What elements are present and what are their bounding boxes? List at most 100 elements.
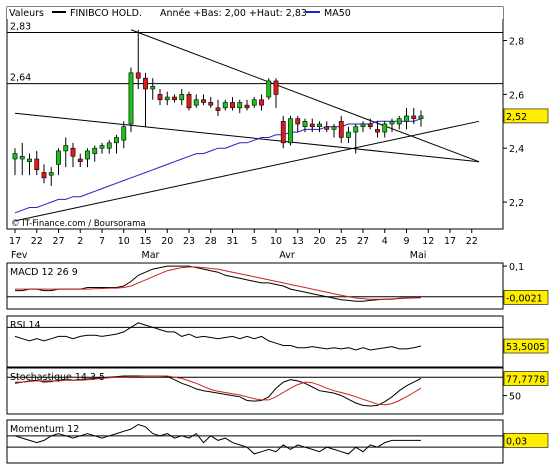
x-tick-label: 2	[77, 236, 83, 247]
candle-body	[389, 121, 395, 125]
candle-body	[27, 158, 32, 162]
candle-body	[172, 96, 177, 101]
candle-body	[34, 158, 40, 171]
candle	[251, 97, 257, 108]
legend-stats: Année +Bas: 2,00 +Haut: 2,83	[160, 8, 307, 19]
candle	[135, 29, 141, 89]
candle-body	[193, 99, 199, 106]
rsi-value-label-bg	[503, 338, 549, 354]
x-tick-label: 28	[205, 236, 217, 247]
last-price-label: 2,52	[506, 112, 527, 123]
candle	[244, 99, 250, 111]
candle	[411, 107, 417, 124]
candle-body	[295, 118, 301, 125]
candle-body	[288, 118, 293, 144]
candle-body	[92, 147, 98, 154]
candle-body	[12, 153, 18, 160]
macd-panel-frame	[6, 262, 504, 310]
candle	[346, 126, 351, 143]
macd-value-label-bg	[503, 290, 549, 305]
price-panel: Valeurs FINIBCO HOLD. Année +Bas: 2,00 +…	[6, 6, 549, 230]
candle-body	[19, 156, 25, 160]
candle	[302, 118, 308, 133]
rsi-line-rsi	[14, 322, 422, 351]
candle-body	[259, 99, 264, 106]
candle-body	[230, 102, 235, 109]
candle-body	[179, 94, 185, 101]
candle	[99, 142, 105, 154]
candle-body	[56, 150, 61, 165]
candle	[114, 134, 119, 154]
candle	[56, 148, 61, 176]
rsi-panel-frame	[6, 315, 504, 368]
candle-body	[201, 99, 206, 103]
candle-body	[121, 126, 127, 141]
candle-body	[215, 107, 221, 111]
candle	[34, 150, 40, 176]
candle-body	[396, 118, 402, 125]
x-tick-label: 20	[313, 236, 325, 247]
candle	[215, 99, 221, 116]
macd-y-tick-label: 0,1	[509, 262, 524, 273]
candle	[164, 91, 170, 106]
candle	[27, 153, 32, 176]
legend-ma-swatch	[306, 11, 320, 13]
candle	[382, 121, 388, 138]
candle	[121, 121, 127, 149]
legend-prefix: Valeurs	[9, 8, 44, 19]
macd-value-label: -0,0021	[506, 293, 543, 304]
momentum-panel: Momentum 12 0,03	[6, 419, 549, 464]
candle-body	[353, 126, 359, 133]
candle	[375, 121, 380, 138]
stochastic-line-pctK	[14, 375, 422, 407]
x-tick-label: 27	[357, 236, 369, 247]
macd-line-signal	[15, 266, 422, 300]
candle-body	[360, 123, 366, 127]
candle	[280, 115, 286, 149]
y-tick-label: 2,4	[509, 144, 524, 155]
candle-body	[135, 72, 141, 79]
date-axis: 17 22 27 2 7 10 15 20 23 28 31 5 10 13 20 25 27 4 9 12 17 22F…	[9, 229, 478, 261]
candle	[128, 67, 134, 133]
candle	[19, 142, 25, 176]
candle	[77, 153, 83, 168]
stochastic-panel-frame	[6, 367, 504, 415]
candle-body	[208, 102, 214, 106]
x-tick-label: 7	[99, 236, 105, 247]
candle	[237, 99, 243, 114]
trendline	[14, 120, 480, 222]
x-tick-label: 12	[422, 236, 434, 247]
candle	[317, 121, 322, 133]
x-tick-label: 17	[444, 236, 456, 247]
x-tick-label: 13	[292, 236, 304, 247]
resistance-label: 2,83	[10, 21, 31, 32]
x-tick-label: 31	[226, 236, 238, 247]
candle	[150, 78, 156, 100]
candle	[222, 99, 228, 111]
candle	[186, 91, 192, 111]
candle	[259, 94, 264, 111]
trendline	[14, 112, 480, 163]
stochastic-value-label: 77,7778	[506, 375, 545, 386]
x-tick-label: 23	[183, 236, 195, 247]
x-tick-label: 10	[118, 236, 130, 247]
candle	[172, 94, 177, 103]
candle-body	[317, 123, 322, 127]
legend-symbol: FINIBCO HOLD.	[70, 8, 142, 19]
candle	[404, 107, 409, 130]
candle	[143, 72, 148, 127]
candle-body	[99, 145, 105, 149]
candle	[273, 78, 279, 108]
x-tick-label: 20	[161, 236, 173, 247]
candle-body	[375, 129, 380, 133]
stochastic-y-tick-label: 50	[509, 392, 521, 403]
candle-body	[382, 123, 388, 133]
rsi-value-label: 53,5005	[506, 342, 545, 353]
candle-body	[128, 72, 134, 125]
trendline	[130, 29, 480, 163]
candle	[63, 137, 69, 168]
stochastic-line-pctD	[15, 375, 422, 406]
x-tick-label: 25	[335, 236, 347, 247]
